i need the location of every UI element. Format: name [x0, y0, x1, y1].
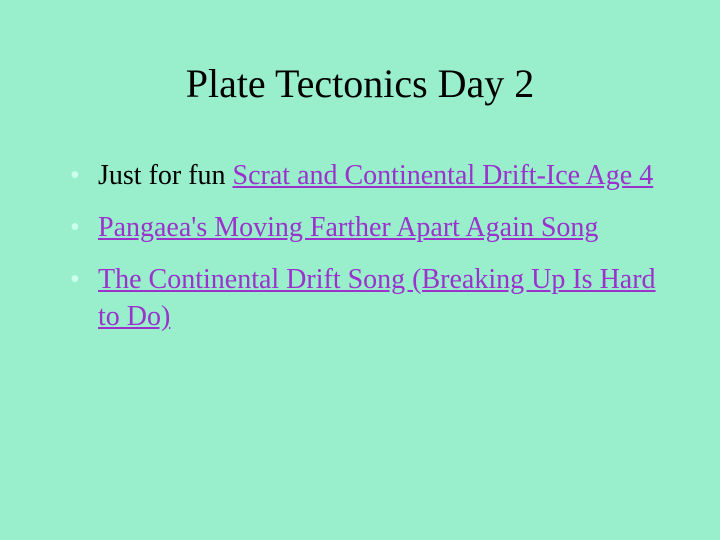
bullet-prefix: Just for fun	[98, 160, 233, 191]
link-pangaea-song[interactable]: Pangaea's Moving Farther Apart Again Son…	[98, 212, 598, 243]
link-continental-drift-song[interactable]: The Continental Drift Song (Breaking Up …	[98, 264, 656, 333]
list-item: The Continental Drift Song (Breaking Up …	[70, 261, 670, 337]
link-scrat-ice-age[interactable]: Scrat and Continental Drift-Ice Age 4	[233, 160, 654, 191]
list-item: Just for fun Scrat and Continental Drift…	[70, 157, 670, 195]
list-item: Pangaea's Moving Farther Apart Again Son…	[70, 209, 670, 247]
bullet-list: Just for fun Scrat and Continental Drift…	[50, 157, 670, 336]
slide-title: Plate Tectonics Day 2	[50, 60, 670, 107]
slide-container: Plate Tectonics Day 2 Just for fun Scrat…	[0, 0, 720, 540]
